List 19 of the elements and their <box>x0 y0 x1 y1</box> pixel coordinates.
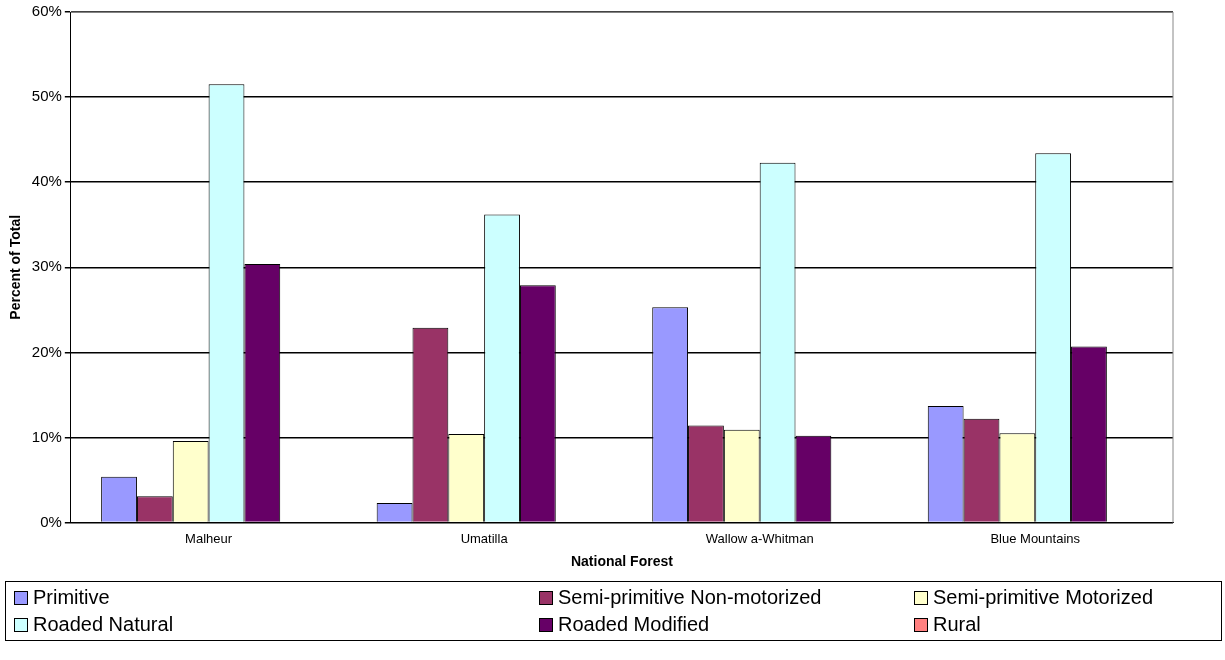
legend-label: Semi-primitive Motorized <box>933 586 1154 609</box>
y-tick-label: 40% <box>31 172 62 190</box>
y-axis-title: Percent of Total <box>7 214 24 320</box>
y-tick-label: 60% <box>31 2 62 20</box>
x-tick-label: Wallow a-Whitman <box>705 530 814 546</box>
x-tick-label: Malheur <box>185 530 233 546</box>
y-tick-label: 20% <box>31 342 62 360</box>
legend-label: Semi-primitive Non-motorized <box>558 586 822 609</box>
legend-label: Primitive <box>33 586 110 609</box>
y-tick-label: 30% <box>31 257 62 275</box>
legend-label: Roaded Natural <box>33 613 174 636</box>
legend-label: Rural <box>933 613 981 636</box>
legend-label: Roaded Modified <box>558 613 710 636</box>
y-tick-label: 10% <box>31 427 62 445</box>
x-axis-title: National Forest <box>570 553 674 570</box>
y-tick-label: 0% <box>40 512 62 530</box>
x-tick-label: Blue Mountains <box>990 530 1081 546</box>
y-tick-label: 50% <box>31 87 62 105</box>
x-tick-label: Umatilla <box>460 530 509 546</box>
